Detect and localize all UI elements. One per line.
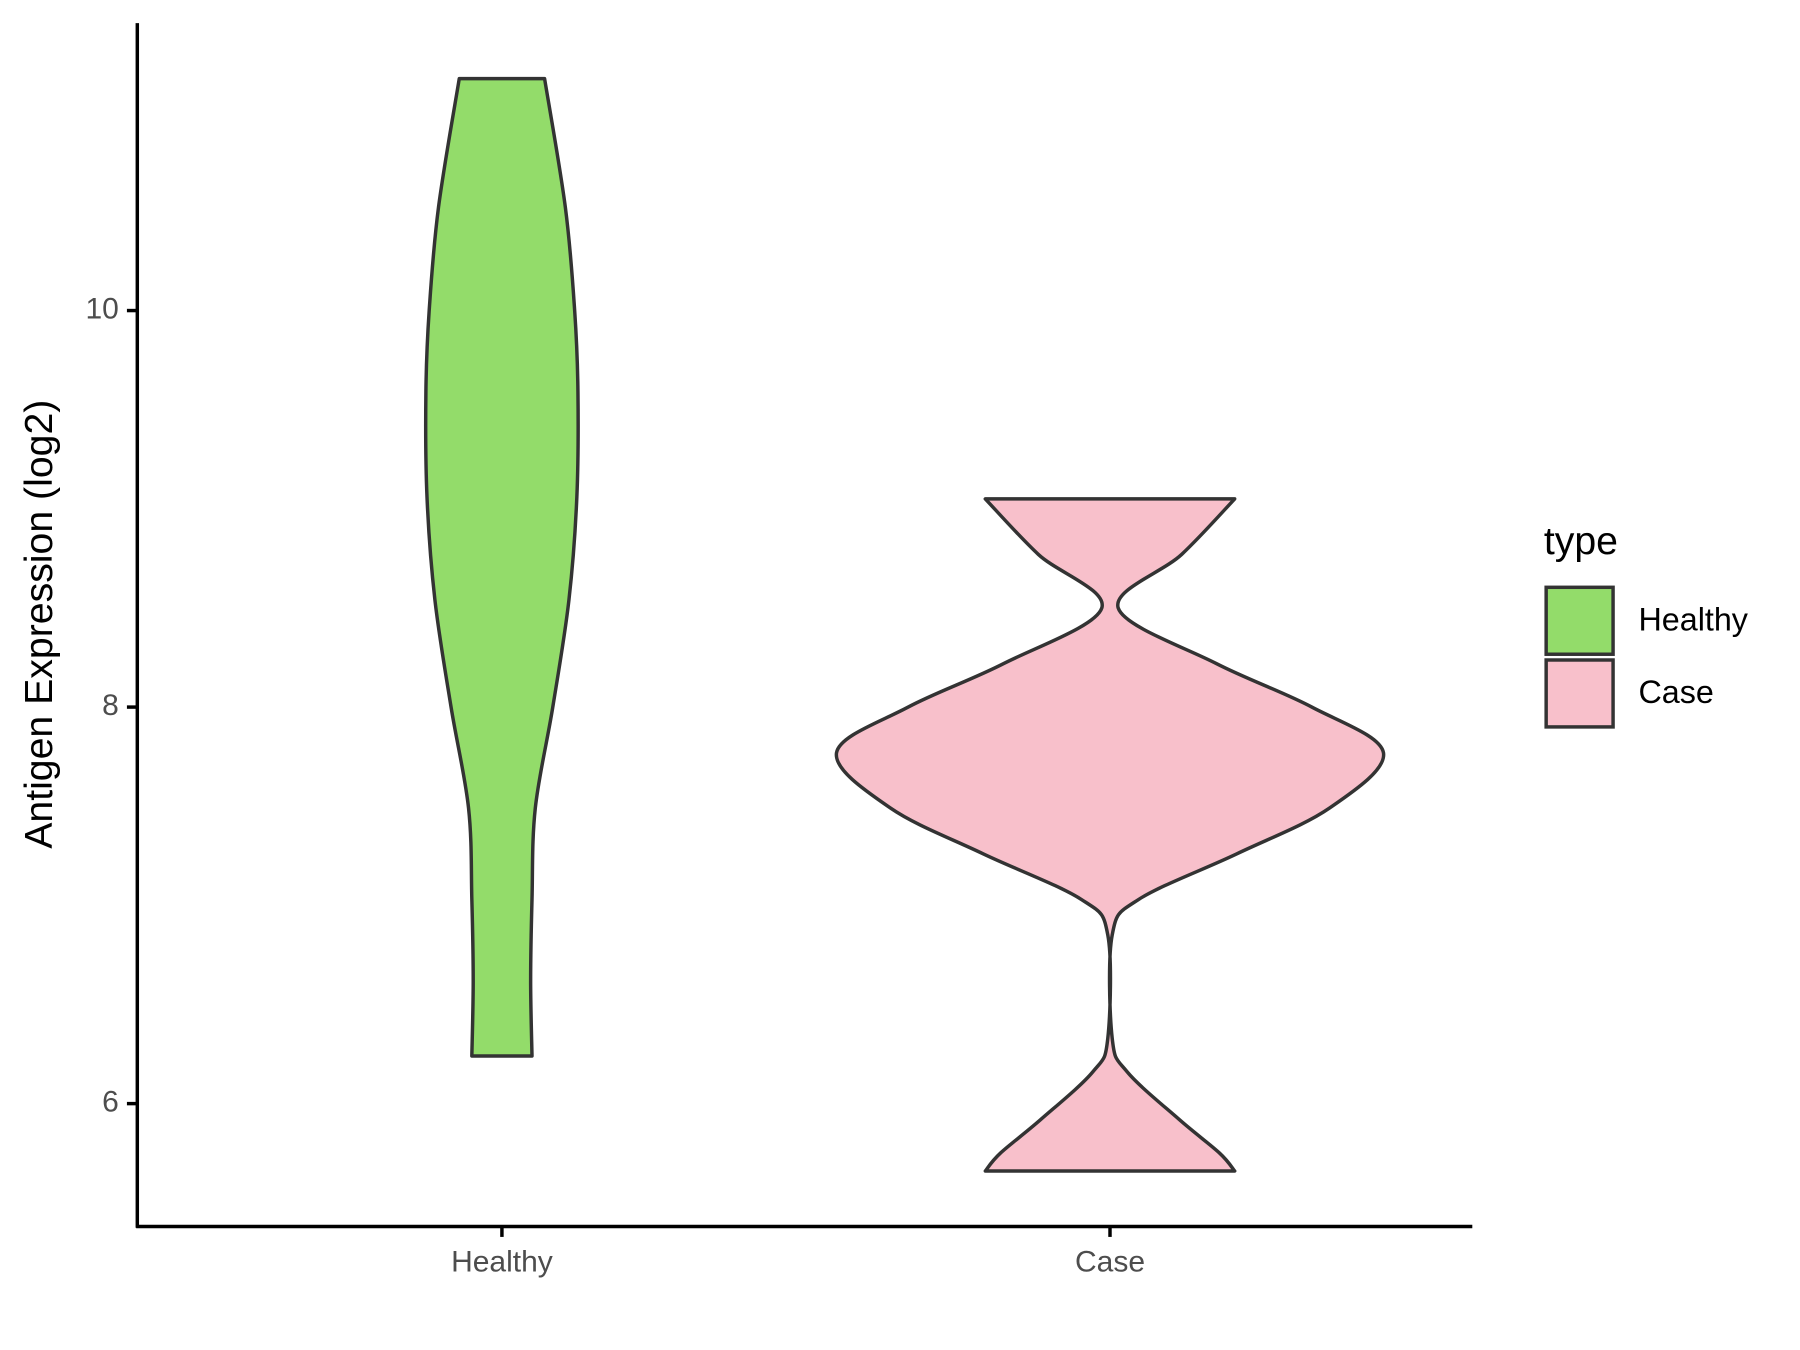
- violin: [423, 76, 580, 1058]
- y-tick-label: 6: [102, 1086, 119, 1119]
- violin: [834, 497, 1386, 1173]
- legend-key: [1544, 585, 1615, 656]
- legend-label: Case: [1638, 674, 1713, 710]
- x-tick-label: Case: [1075, 1245, 1145, 1278]
- legend-key: [1544, 658, 1615, 729]
- x-tick-label: Healthy: [451, 1245, 553, 1278]
- y-tick-label: 8: [102, 689, 119, 722]
- legend-title: type: [1544, 519, 1618, 563]
- y-axis-label: Antigen Expression (log2): [17, 400, 61, 849]
- legend-label: Healthy: [1638, 601, 1748, 637]
- y-tick-label: 10: [85, 292, 118, 325]
